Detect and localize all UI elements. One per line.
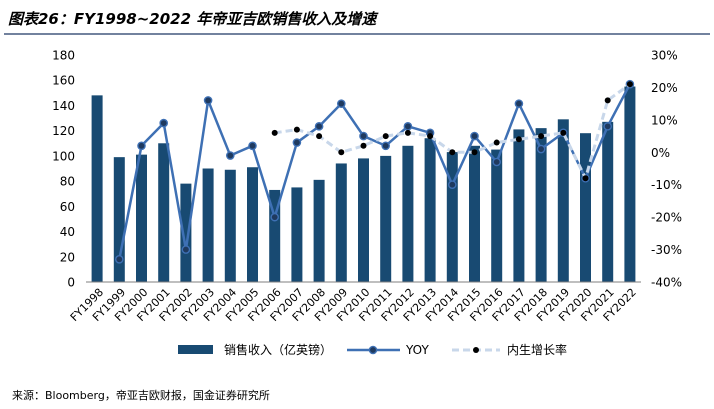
left-axis-tick-label: 180 (52, 49, 75, 63)
bar-FY2013 (424, 138, 436, 282)
yoy-point-FY2015 (470, 131, 479, 141)
bar-FY2022 (624, 86, 636, 282)
yoy-point-FY2016 (492, 157, 502, 167)
legend-item-yoy: YOY (347, 343, 429, 357)
bar-FY2009 (335, 163, 347, 282)
legend-label-sales: 销售收入（亿英镑） (224, 342, 332, 357)
organic-growth-point-FY2017 (515, 136, 522, 143)
bar-FY2004 (224, 169, 236, 282)
yoy-point-FY2004 (225, 151, 235, 160)
bar-FY2012 (402, 145, 414, 282)
organic-growth-point-FY2016 (493, 139, 500, 146)
organic-growth-point-FY2018 (538, 133, 545, 140)
yoy-point-FY2018 (536, 144, 546, 154)
left-axis-tick-label: 80 (60, 175, 75, 189)
bar-FY2014 (446, 152, 458, 282)
bar-FY2001 (158, 143, 170, 282)
right-axis-tick-label: -20% (651, 211, 682, 225)
bar-FY1999 (113, 157, 125, 282)
right-axis-tick-label: 30% (651, 49, 678, 63)
legend: 销售收入（亿英镑） YOY 内生增长率 (178, 342, 567, 357)
bar-FY2003 (202, 168, 214, 282)
bar-FY2008 (313, 179, 325, 282)
right-axis-tick-label: -30% (651, 243, 682, 257)
yoy-point-FY2008 (314, 122, 324, 131)
right-axis-tick-label: 20% (651, 81, 678, 95)
yoy-point-FY2014 (447, 180, 457, 190)
right-axis-tick-label: 0% (651, 146, 670, 160)
left-axis-tick-label: 0 (67, 276, 75, 290)
yoy-point-FY1999 (115, 254, 124, 264)
yoy-point-FY2006 (270, 212, 280, 222)
bar-FY2002 (180, 183, 192, 282)
legend-item-sales: 销售收入（亿英镑） (178, 342, 332, 357)
bar-FY1998 (91, 95, 103, 282)
legend-label-organic-growth: 内生增长率 (507, 342, 567, 357)
left-axis-tick-label: 120 (52, 124, 75, 138)
bar-FY2000 (136, 154, 147, 282)
plot-area (86, 79, 641, 283)
yoy-point-FY2012 (403, 122, 413, 131)
organic-growth-point-FY2013 (427, 133, 434, 140)
bar-series-sales (91, 86, 636, 282)
chart-title: 图表26：FY1998~2022 年帝亚吉欧销售收入及增速 (8, 10, 379, 28)
left-axis-tick-label: 40 (60, 225, 75, 239)
organic-growth-point-FY2014 (449, 149, 456, 156)
yoy-point-FY2001 (159, 118, 168, 128)
bar-FY2018 (535, 128, 547, 282)
yoy-point-FY2003 (203, 96, 213, 105)
organic-growth-point-FY2007 (293, 126, 300, 133)
left-axis-tick-label: 140 (52, 99, 75, 113)
yoy-point-FY2000 (137, 141, 146, 151)
bar-FY2015 (469, 145, 480, 282)
organic-growth-point-FY2020 (582, 175, 589, 182)
yoy-point-FY2002 (181, 245, 191, 254)
yoy-point-FY2011 (381, 141, 391, 151)
yoy-point-FY2010 (359, 131, 368, 141)
line-series-organic-growth (271, 81, 633, 182)
yoy-point-FY2007 (292, 138, 302, 147)
bar-FY2016 (491, 149, 503, 282)
bar-FY2021 (602, 121, 614, 282)
source-note: 来源：Bloomberg，帝亚吉欧财报，国金证券研究所 (12, 388, 270, 402)
yoy-point-FY2017 (514, 99, 524, 108)
organic-growth-point-FY2010 (360, 142, 367, 149)
yoy-line (118, 83, 632, 260)
legend-marker-yoy (368, 345, 378, 355)
bar-FY2011 (380, 155, 392, 282)
organic-growth-point-FY2012 (404, 129, 411, 136)
legend-label-yoy: YOY (405, 343, 429, 357)
left-axis-tick-label: 160 (52, 74, 75, 88)
bar-FY2006 (269, 189, 281, 282)
left-axis-tick-label: 60 (60, 200, 75, 214)
legend-marker-organic-growth (473, 347, 479, 353)
right-axis-tick-label: -10% (651, 178, 682, 192)
organic-growth-point-FY2015 (471, 149, 478, 156)
yoy-point-FY2005 (248, 141, 257, 151)
right-axis-tick-label: 10% (651, 113, 678, 127)
left-axis-labels: 0 20 40 60 80 100 120 140 160 180 (52, 49, 75, 290)
organic-growth-point-FY2019 (560, 129, 567, 136)
yoy-point-FY2021 (603, 122, 613, 131)
organic-growth-point-FY2011 (382, 133, 389, 140)
bar-FY2005 (247, 167, 258, 282)
organic-growth-point-FY2022 (626, 81, 633, 88)
bar-FY2020 (580, 133, 591, 282)
organic-growth-point-FY2008 (316, 133, 323, 140)
bar-FY2010 (358, 158, 369, 282)
right-axis-labels: -40% -30% -20% -10% 0% 10% 20% 30% (651, 49, 682, 290)
bar-FY2007 (291, 187, 303, 282)
legend-swatch-sales (178, 345, 213, 354)
legend-item-organic-growth: 内生增长率 (452, 342, 567, 357)
right-axis-tick-label: -40% (651, 276, 682, 290)
organic-growth-point-FY2021 (604, 97, 611, 104)
left-axis-tick-label: 20 (60, 250, 75, 264)
bar-FY2017 (513, 129, 525, 282)
organic-growth-point-FY2009 (338, 149, 345, 156)
left-axis-tick-label: 100 (52, 149, 75, 163)
organic-growth-point-FY2006 (271, 129, 278, 136)
yoy-point-FY2009 (336, 99, 346, 108)
bar-FY2019 (557, 119, 569, 282)
